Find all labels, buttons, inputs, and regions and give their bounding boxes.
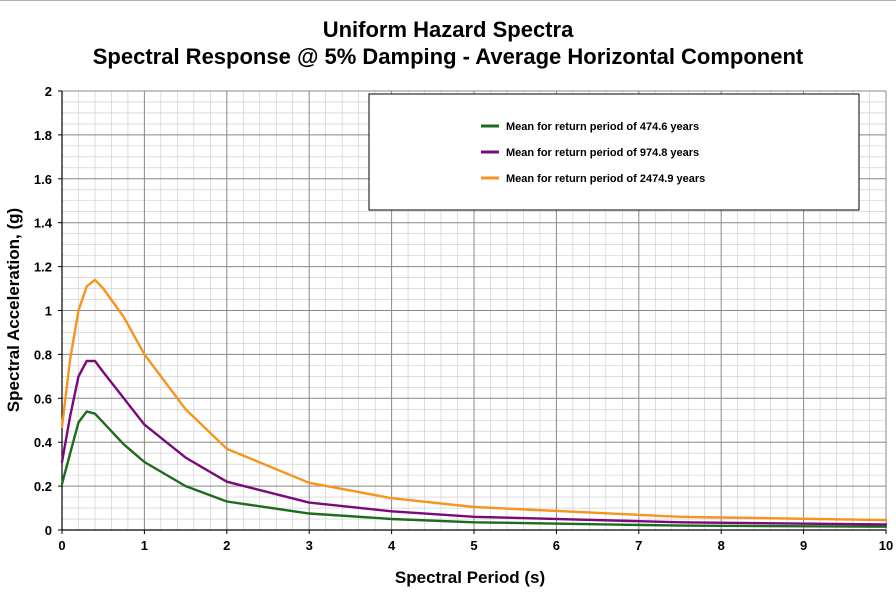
- series-line-3: [60, 278, 888, 522]
- chart-title: Uniform Hazard Spectra: [322, 17, 574, 42]
- x-tick-label: 5: [470, 538, 477, 553]
- y-tick-label: 0: [45, 523, 52, 538]
- y-tick-label: 0.4: [34, 435, 53, 450]
- y-tick-label: 1.8: [34, 128, 52, 143]
- series-lines: [60, 278, 888, 528]
- legend: Mean for return period of 474.6 years Mea…: [368, 93, 860, 211]
- x-axis-label: Spectral Period (s): [394, 568, 546, 587]
- x-tick-label: 8: [718, 538, 725, 553]
- legend-label-3: Mean for return period of 2474.9 years: [506, 173, 705, 185]
- y-tick-label: 1: [45, 304, 52, 319]
- x-tick-label: 9: [800, 538, 807, 553]
- x-tick-label: 7: [635, 538, 642, 553]
- x-tick-label: 2: [223, 538, 230, 553]
- y-tick-label: 0.6: [34, 391, 52, 406]
- legend-box: [368, 93, 860, 211]
- chart-subtitle: Spectral Response @ 5% Damping - Average…: [92, 44, 804, 69]
- y-tick-label: 1.2: [34, 260, 52, 275]
- x-tick-label: 0: [58, 538, 65, 553]
- series-line-1: [60, 410, 888, 528]
- y-tick-label: 0.8: [34, 347, 52, 362]
- x-tick-label: 4: [388, 538, 396, 553]
- x-tick-label: 6: [553, 538, 560, 553]
- series-line-2: [60, 359, 888, 526]
- tick-labels: 0 1 2 3 4 5 6 7 8 9 10 0 0.2 0.4 0.6 0.8 1 1.2 1.4 1.6 1.8 2: [34, 84, 893, 553]
- top-rule: [0, 0, 896, 1]
- x-tick-label: 10: [879, 538, 893, 553]
- y-tick-label: 1.6: [34, 172, 52, 187]
- x-tick-label: 1: [141, 538, 148, 553]
- y-tick-label: 2: [45, 84, 52, 99]
- legend-label-1: Mean for return period of 474.6 years: [506, 121, 699, 133]
- legend-label-2: Mean for return period of 974.8 years: [506, 147, 699, 159]
- y-tick-label: 1.4: [34, 216, 53, 231]
- y-tick-label: 0.2: [34, 479, 52, 494]
- x-tick-label: 3: [306, 538, 313, 553]
